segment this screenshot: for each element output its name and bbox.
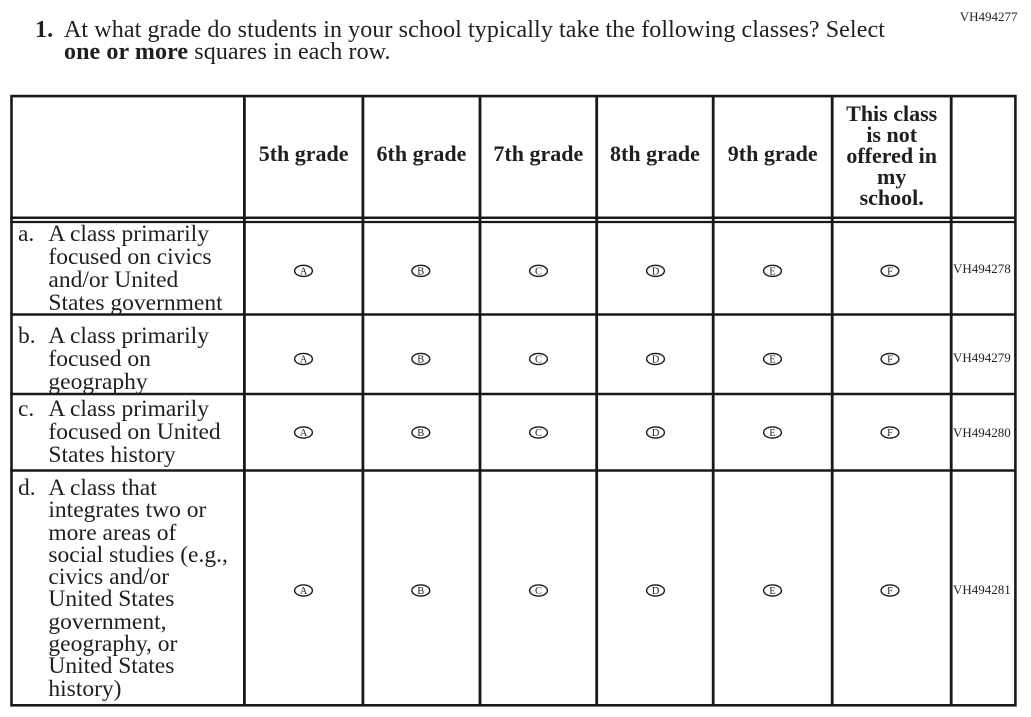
svg-text:B: B — [417, 267, 424, 278]
svg-text:D: D — [652, 355, 660, 366]
svg-text:C: C — [535, 267, 542, 278]
svg-text:F: F — [887, 586, 893, 597]
svg-text:C: C — [535, 428, 542, 439]
svg-text:D: D — [652, 428, 660, 439]
svg-text:E: E — [769, 428, 775, 439]
svg-text:A: A — [300, 428, 308, 439]
svg-text:A: A — [300, 586, 308, 597]
svg-text:D: D — [652, 586, 660, 597]
svg-text:D: D — [652, 267, 660, 278]
svg-text:A: A — [300, 355, 308, 366]
svg-text:E: E — [769, 586, 775, 597]
svg-text:E: E — [769, 267, 775, 278]
svg-text:B: B — [417, 428, 424, 439]
svg-text:B: B — [417, 355, 424, 366]
svg-text:C: C — [535, 355, 542, 366]
svg-text:A: A — [300, 267, 308, 278]
svg-text:F: F — [887, 267, 893, 278]
svg-text:F: F — [887, 355, 893, 366]
svg-text:C: C — [535, 586, 542, 597]
svg-text:E: E — [769, 355, 775, 366]
svg-text:F: F — [887, 428, 893, 439]
svg-text:B: B — [417, 586, 424, 597]
